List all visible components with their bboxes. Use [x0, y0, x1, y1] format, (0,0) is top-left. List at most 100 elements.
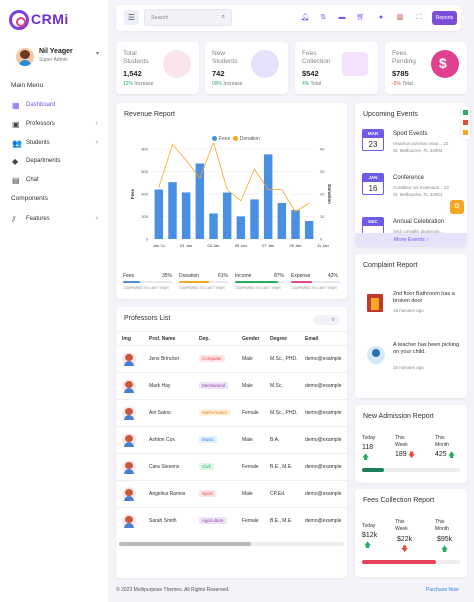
- table-search-icon[interactable]: ⌕: [314, 315, 340, 325]
- sidebar-item-label: Chat: [26, 177, 39, 183]
- prof-name: Jens Brincker: [149, 356, 180, 362]
- prof-degree: M.Sc.: [270, 383, 283, 389]
- prof-email[interactable]: demo@example: [305, 491, 342, 497]
- purchase-now-link[interactable]: Purchase Now: [426, 587, 459, 593]
- prof-email[interactable]: demo@example: [305, 437, 342, 443]
- fullscreen-icon[interactable]: ⛶: [416, 14, 422, 21]
- sidebar-item-professors[interactable]: ▣ Professors ›: [0, 118, 108, 132]
- prof-email[interactable]: demo@example: [305, 410, 342, 416]
- side-widget-tabs[interactable]: [461, 107, 470, 139]
- settings-gear-icon[interactable]: ⚙: [450, 200, 464, 214]
- search-placeholder: Search: [151, 15, 169, 21]
- stat-fees-collection: Fees Collection $542 4% Total: [295, 42, 378, 94]
- y-left-tick-label: 800: [141, 147, 148, 152]
- table-row[interactable]: Jens Brincker Computer Male M.Sc., PHD. demo…: [116, 345, 347, 372]
- prof-gender: Male: [242, 383, 253, 389]
- prof-degree: M.Sc., PHD.: [270, 410, 298, 416]
- table-row[interactable]: Ashton Cox Music Male B.A. demo@example: [116, 426, 347, 453]
- period-label: This Month: [435, 435, 449, 448]
- event-title: Sport Events: [393, 131, 428, 137]
- chat-icon: ▤: [12, 176, 20, 185]
- sidebar-item-label: Features: [26, 216, 50, 222]
- table-row[interactable]: Airi Satou Mathematics Female M.Sc., PHD. de…: [116, 399, 347, 426]
- trend-up-icon: 🡅: [448, 452, 456, 459]
- y-right-tick-label: 20: [320, 192, 325, 197]
- search-input[interactable]: Search ⌕: [144, 9, 232, 26]
- revenue-chart: 0 200 400 600 800 0 10 20 30 40 Jan '11 01 Jan 03 Ja…: [130, 143, 332, 248]
- prof-gender: Female: [242, 464, 259, 470]
- file-icon[interactable]: ▬: [338, 14, 346, 21]
- sidebar-item-dashboard[interactable]: ▦ Dashboard: [0, 99, 108, 113]
- user-menu[interactable]: Nil Yeager Super Admin ▾: [10, 46, 102, 70]
- revenue-report-card: Revenue Report Fees Donation 0 200 400 600 8…: [116, 103, 347, 299]
- legend-fees-dot: [212, 136, 217, 142]
- event-title: Annual Celebration: [393, 219, 445, 225]
- sidebar-item-label: Departments: [26, 158, 61, 164]
- x-tick-label: 09 Jan: [289, 243, 301, 248]
- horizontal-scrollbar[interactable]: [119, 542, 344, 546]
- prof-name: Airi Satou: [149, 410, 171, 416]
- metric-sub: COMPARED TO LAST YEAR: [179, 286, 225, 290]
- stat-new-students: New Students 742 09% Increase: [205, 42, 288, 94]
- y-right-tick-label: 10: [320, 214, 325, 219]
- fees-progress-fill: [362, 560, 436, 564]
- search-icon[interactable]: ⌕: [221, 14, 225, 20]
- flag-icon[interactable]: ▥: [396, 14, 404, 21]
- sidebar-item-students[interactable]: 👥 Students ›: [0, 137, 108, 151]
- widget-tab-icon[interactable]: [463, 120, 468, 125]
- card-title: New Admission Report: [363, 413, 434, 420]
- prof-email[interactable]: demo@example: [305, 518, 342, 524]
- column-header: Gender: [242, 336, 260, 342]
- prof-email[interactable]: demo@example: [305, 464, 342, 470]
- department-badge: Agriculture: [199, 517, 227, 524]
- sort-icon[interactable]: ⇅: [320, 14, 326, 21]
- y-left-tick-label: 400: [141, 192, 148, 197]
- section-main-menu: Main Menu: [11, 82, 44, 89]
- chat-bubble-icon[interactable]: ●: [378, 14, 384, 21]
- sidebar-item-chat[interactable]: ▤ Chat: [0, 174, 108, 188]
- table-row[interactable]: Cara Stevens Civil Female B.E., M.E. demo@ex…: [116, 453, 347, 480]
- stat-change: -5% Total: [392, 81, 413, 87]
- departments-icon: ◆: [12, 157, 19, 166]
- scrollbar-thumb[interactable]: [119, 542, 251, 546]
- widget-tab-icon[interactable]: [463, 110, 468, 115]
- cart-icon[interactable]: 🛒︎: [356, 14, 366, 21]
- stat-title: Fees Pending: [392, 50, 416, 65]
- legend-donation: Donation: [239, 136, 260, 142]
- table-row[interactable]: Mark Hay Mechanical Male M.Sc. demo@example: [116, 372, 347, 399]
- metric-percent: 42%: [328, 273, 339, 279]
- y-right-tick-label: 30: [320, 169, 325, 174]
- table-row[interactable]: Angelica Ramos Sport Male CP.Ed. demo@exampl…: [116, 480, 347, 507]
- metric-bar-fill: [235, 281, 278, 283]
- bar-fees: [250, 199, 259, 239]
- professor-avatar: [122, 352, 136, 366]
- card-title: Complaint Report: [363, 262, 418, 269]
- metric-name: Income: [235, 273, 252, 279]
- stat-fees-pending: Fees Pending $785 -5% Total $: [385, 42, 467, 94]
- x-tick-label: Jan '11: [153, 243, 166, 248]
- fees-illustration: [342, 52, 368, 76]
- x-tick-label: 01 Jan: [180, 243, 192, 248]
- dollar-coin-icon: $: [431, 50, 459, 78]
- table-row[interactable]: Sarah Smith Agriculture Female B.E., M.E. de…: [116, 507, 347, 534]
- hamburger-menu-icon[interactable]: ☰: [124, 10, 139, 25]
- prof-email[interactable]: demo@example: [305, 383, 342, 389]
- stat-change: 4% Total: [302, 81, 321, 87]
- metric-sub: COMPARED TO LAST YEAR: [123, 286, 169, 290]
- legend-donation-dot: [232, 136, 238, 142]
- bell-icon[interactable]: 🔔︎: [300, 14, 310, 21]
- sidebar-item-departments[interactable]: ◆ Departments: [0, 155, 108, 169]
- chevron-down-icon[interactable]: ▾: [96, 51, 100, 57]
- department-badge: Computer: [199, 355, 225, 362]
- sidebar-item-features[interactable]: ⫽ Features ›: [0, 213, 108, 227]
- trend-down-icon: 🡇: [401, 546, 409, 553]
- more-events-link[interactable]: More Events ›: [355, 233, 467, 247]
- prof-email[interactable]: demo@example: [305, 356, 342, 362]
- complaint-text: 2nd floor Bathroom has a broken door: [393, 291, 455, 304]
- column-header: Degree: [270, 336, 287, 342]
- widget-tab-icon[interactable]: [463, 130, 468, 135]
- reports-button[interactable]: Reports: [432, 11, 457, 25]
- bar-fees: [168, 182, 177, 239]
- department-badge: Mechanical: [199, 382, 228, 389]
- professor-avatar: [122, 487, 136, 501]
